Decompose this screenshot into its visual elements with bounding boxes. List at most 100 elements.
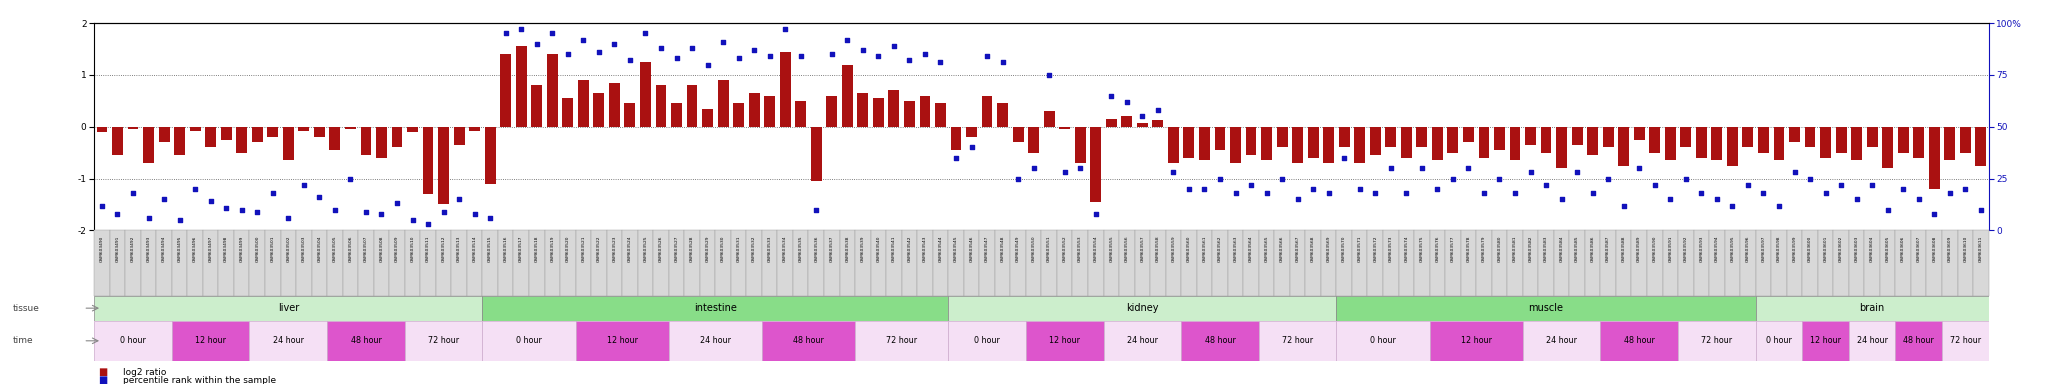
Bar <box>1026 321 1104 361</box>
Point <box>893 57 926 63</box>
Text: GSM603552: GSM603552 <box>1063 236 1067 262</box>
Text: 24 hour: 24 hour <box>1858 336 1888 345</box>
Text: GSM603558: GSM603558 <box>1155 236 1159 262</box>
Bar <box>1057 230 1073 296</box>
Point <box>862 53 895 59</box>
Point <box>1763 202 1796 209</box>
Bar <box>1290 230 1305 296</box>
Point <box>1452 165 1485 171</box>
Bar <box>575 230 592 296</box>
Bar <box>1012 127 1024 142</box>
Point <box>987 60 1020 66</box>
Text: GSM603562: GSM603562 <box>1219 236 1223 262</box>
Bar <box>1911 230 1927 296</box>
Bar <box>96 127 106 132</box>
Text: 72 hour: 72 hour <box>428 336 459 345</box>
Point <box>1655 196 1688 202</box>
Text: 72 hour: 72 hour <box>1950 336 1980 345</box>
Text: GSM603499: GSM603499 <box>240 236 244 262</box>
Bar <box>1165 230 1182 296</box>
Point <box>303 194 336 200</box>
Bar <box>637 230 653 296</box>
Bar <box>750 93 760 127</box>
Bar <box>500 54 512 127</box>
Bar <box>1632 230 1647 296</box>
Point <box>1018 165 1051 171</box>
Text: 48 hour: 48 hour <box>1903 336 1933 345</box>
Point <box>551 51 584 57</box>
Bar <box>1896 230 1911 296</box>
Bar <box>467 230 483 296</box>
Bar <box>563 98 573 127</box>
Text: GSM603607: GSM603607 <box>1917 236 1921 262</box>
Bar <box>1710 230 1724 296</box>
Point <box>1219 190 1251 196</box>
Bar <box>965 230 979 296</box>
Text: GSM603523: GSM603523 <box>612 236 616 262</box>
Bar <box>1696 127 1706 158</box>
Point <box>1964 207 1997 213</box>
Text: GSM603532: GSM603532 <box>752 236 756 262</box>
Bar <box>1599 230 1616 296</box>
Point <box>147 196 180 202</box>
Bar <box>1960 127 1970 153</box>
Text: GSM603519: GSM603519 <box>551 236 555 262</box>
Text: GSM603584: GSM603584 <box>1561 236 1563 262</box>
Bar <box>158 127 170 142</box>
Bar <box>1044 111 1055 127</box>
Text: 48 hour: 48 hour <box>793 336 823 345</box>
Bar <box>281 230 297 296</box>
Bar <box>1647 230 1663 296</box>
Text: GSM603546: GSM603546 <box>969 236 973 262</box>
Bar <box>1849 230 1864 296</box>
Bar <box>373 230 389 296</box>
Text: GSM603495: GSM603495 <box>178 236 182 262</box>
Point <box>1001 175 1034 182</box>
Bar <box>483 321 575 361</box>
Bar <box>764 96 774 127</box>
Bar <box>1882 127 1892 168</box>
Text: GSM603506: GSM603506 <box>348 236 352 262</box>
Text: GSM603518: GSM603518 <box>535 236 539 262</box>
Bar <box>608 83 621 127</box>
Text: GSM603590: GSM603590 <box>1653 236 1657 262</box>
Text: GSM603587: GSM603587 <box>1606 236 1610 262</box>
Bar <box>840 230 856 296</box>
Bar <box>1677 321 1755 361</box>
Bar <box>1540 127 1552 153</box>
Text: GSM603493: GSM603493 <box>147 236 152 262</box>
Point <box>1141 107 1174 113</box>
Bar <box>1896 321 1942 361</box>
Bar <box>1741 230 1755 296</box>
Point <box>1079 211 1112 217</box>
Bar <box>127 127 139 129</box>
Text: 0 hour: 0 hour <box>516 336 543 345</box>
Text: GSM603555: GSM603555 <box>1110 236 1114 262</box>
Bar <box>1524 321 1599 361</box>
Text: GSM603602: GSM603602 <box>1839 236 1843 262</box>
Bar <box>1073 230 1087 296</box>
Bar <box>420 230 436 296</box>
Point <box>1360 190 1393 196</box>
Bar <box>778 230 793 296</box>
Text: liver: liver <box>279 303 299 313</box>
Text: GSM603603: GSM603603 <box>1855 236 1860 262</box>
Point <box>1174 186 1206 192</box>
Text: GSM603503: GSM603503 <box>301 236 305 262</box>
Bar <box>780 51 791 127</box>
Text: GSM603592: GSM603592 <box>1683 236 1688 262</box>
Bar <box>1790 127 1800 142</box>
Bar <box>1958 230 1972 296</box>
Bar <box>1368 230 1382 296</box>
Point <box>1825 182 1858 188</box>
Bar <box>186 230 203 296</box>
Point <box>1622 165 1655 171</box>
Text: GSM603508: GSM603508 <box>379 236 383 262</box>
Bar <box>1059 127 1071 129</box>
Point <box>1282 196 1315 202</box>
Text: 72 hour: 72 hour <box>1702 336 1733 345</box>
Point <box>1591 175 1624 182</box>
Point <box>754 53 786 59</box>
Bar <box>1821 127 1831 158</box>
Text: GSM603490: GSM603490 <box>100 236 104 262</box>
